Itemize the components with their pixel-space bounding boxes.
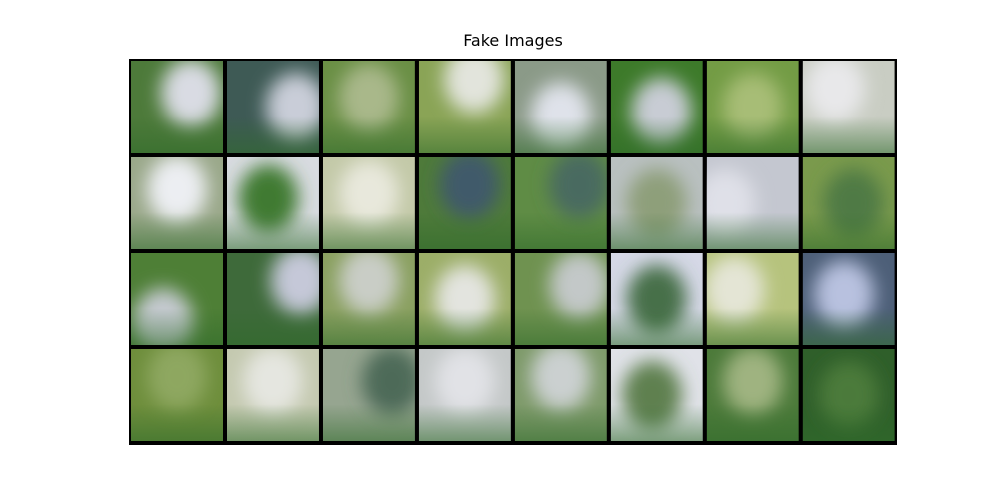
generated-image	[226, 157, 319, 249]
image-bottom-tint	[706, 116, 799, 153]
generated-image	[514, 61, 607, 153]
image-bottom-tint	[514, 212, 607, 249]
image-blob	[549, 253, 607, 320]
generated-image	[322, 253, 415, 345]
image-blob	[439, 157, 500, 219]
generated-image	[610, 61, 703, 153]
image-blob	[242, 349, 303, 416]
image-bottom-tint	[610, 308, 703, 345]
image-bottom-tint	[802, 404, 895, 441]
image-bottom-tint	[418, 308, 511, 345]
image-bottom-tint	[706, 212, 799, 249]
generated-image	[226, 253, 319, 345]
image-bottom-tint	[322, 212, 415, 249]
image-bottom-tint	[610, 404, 703, 441]
generated-image	[610, 157, 703, 249]
generated-image	[322, 157, 415, 249]
image-bottom-tint	[131, 212, 223, 249]
generated-image	[802, 349, 895, 441]
image-bottom-tint	[226, 404, 319, 441]
image-blob	[147, 349, 207, 411]
image-blob	[270, 253, 319, 315]
generated-image	[322, 61, 415, 153]
image-bottom-tint	[706, 404, 799, 441]
image-bottom-tint	[514, 308, 607, 345]
image-bottom-tint	[418, 116, 511, 153]
generated-image	[226, 349, 319, 441]
generated-image	[514, 157, 607, 249]
image-blob	[361, 349, 415, 416]
image-bottom-tint	[322, 116, 415, 153]
generated-image	[131, 349, 223, 441]
image-bottom-tint	[514, 404, 607, 441]
generated-image	[706, 349, 799, 441]
generated-image	[226, 61, 319, 153]
image-bottom-tint	[610, 212, 703, 249]
image-blob	[338, 159, 399, 228]
image-bottom-tint	[322, 308, 415, 345]
generated-image	[418, 61, 511, 153]
image-bottom-tint	[226, 116, 319, 153]
generated-image	[802, 253, 895, 345]
image-blob	[804, 61, 865, 123]
image-bottom-tint	[514, 116, 607, 153]
image-blob	[160, 61, 221, 128]
image-bottom-tint	[610, 116, 703, 153]
image-bottom-tint	[131, 308, 223, 345]
generated-image	[706, 157, 799, 249]
generated-image	[322, 349, 415, 441]
generated-image	[418, 157, 511, 249]
generated-image	[610, 349, 703, 441]
image-bottom-tint	[322, 404, 415, 441]
generated-image	[706, 61, 799, 153]
generated-image	[131, 61, 223, 153]
image-blob	[434, 349, 495, 416]
generated-image	[131, 253, 223, 345]
generated-image	[610, 253, 703, 345]
image-bottom-tint	[131, 404, 223, 441]
image-bottom-tint	[706, 308, 799, 345]
image-blob	[338, 63, 399, 132]
image-bottom-tint	[418, 212, 511, 249]
generated-image	[514, 253, 607, 345]
image-blob	[444, 61, 505, 114]
image-blob	[722, 349, 783, 416]
image-blob	[338, 253, 399, 315]
image-grid	[131, 61, 895, 441]
figure-title: Fake Images	[463, 31, 563, 50]
image-blob	[549, 157, 607, 219]
image-blob	[147, 157, 207, 224]
generated-image	[802, 61, 895, 153]
image-bottom-tint	[418, 404, 511, 441]
image-bottom-tint	[802, 308, 895, 345]
generated-image	[802, 157, 895, 249]
image-bottom-tint	[226, 308, 319, 345]
generated-image	[131, 157, 223, 249]
generated-image	[418, 253, 511, 345]
image-bottom-tint	[802, 212, 895, 249]
image-bottom-tint	[226, 212, 319, 249]
generated-image	[418, 349, 511, 441]
image-blob	[530, 349, 591, 411]
generated-image	[514, 349, 607, 441]
image-bottom-tint	[802, 116, 895, 153]
image-blob	[706, 255, 765, 324]
image-bottom-tint	[131, 116, 223, 153]
generated-image	[706, 253, 799, 345]
